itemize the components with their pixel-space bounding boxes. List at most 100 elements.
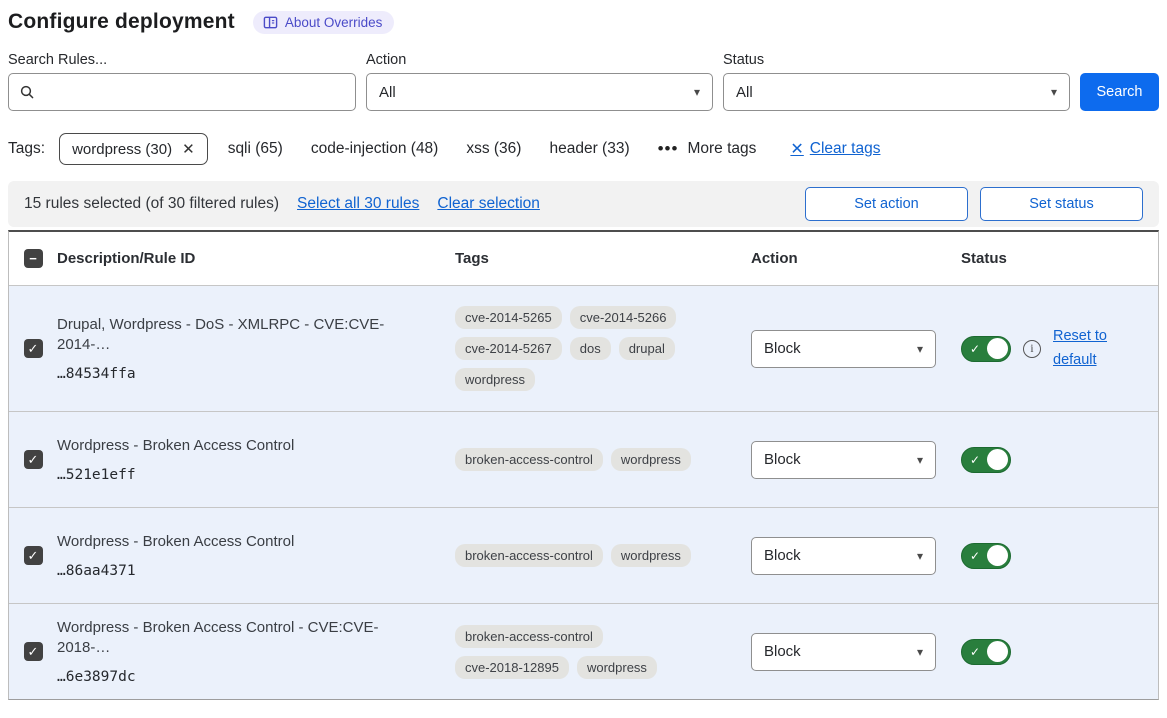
chevron-down-icon: ▾ [1050, 85, 1057, 99]
tag-badge: drupal [618, 337, 675, 360]
rule-tags: broken-access-control cve-2018-12895 wor… [455, 624, 705, 679]
set-action-button[interactable]: Set action [805, 187, 968, 221]
rule-id: …84534ffa [57, 366, 136, 382]
book-icon [263, 15, 278, 30]
selection-summary: 15 rules selected (of 30 filtered rules) [24, 195, 280, 212]
minus-icon: − [29, 251, 37, 266]
row-checkbox-cell: ✓ [9, 450, 57, 469]
tags-bar: Tags: wordpress (30) ✕ sqli (65) code-in… [8, 133, 1159, 165]
about-overrides-label: About Overrides [284, 14, 383, 30]
rule-id: …521e1eff [57, 467, 136, 484]
rule-tags: broken-access-control wordpress [455, 448, 705, 471]
status-toggle[interactable]: ✓ [961, 335, 1011, 362]
rule-tags: broken-access-control wordpress [455, 544, 705, 567]
rule-action-cell: Block ▾ [751, 632, 961, 671]
tags-bar-label: Tags: [8, 140, 46, 157]
select-all-link[interactable]: Select all 30 rules [297, 195, 420, 212]
col-description: Description/Rule ID [57, 250, 196, 267]
status-filter-field: Status All ▾ [723, 52, 1070, 111]
status-toggle[interactable]: ✓ [961, 446, 1011, 473]
selected-tag-wordpress[interactable]: wordpress (30) ✕ [59, 133, 208, 165]
search-input[interactable] [43, 83, 345, 101]
toggle-knob [987, 641, 1008, 662]
rule-description: Wordpress - Broken Access Control - CVE:… [57, 619, 379, 656]
close-icon[interactable]: ✕ [182, 141, 195, 158]
tag-badge: wordpress [455, 368, 535, 391]
rule-status-cell: ✓ [961, 446, 1158, 473]
search-icon [19, 84, 35, 100]
status-toggle[interactable]: ✓ [961, 542, 1011, 569]
status-toggle[interactable]: ✓ [961, 638, 1011, 665]
search-label: Search Rules... [8, 52, 108, 68]
clear-selection-link[interactable]: Clear selection [437, 195, 540, 212]
search-button[interactable]: Search [1080, 73, 1159, 111]
action-filter-field: Action All ▾ [366, 52, 713, 111]
toggle-knob [987, 545, 1008, 566]
check-icon: ✓ [27, 451, 39, 467]
row-checkbox-cell: ✓ [9, 546, 57, 565]
check-icon: ✓ [970, 341, 981, 356]
tag-badge: cve-2014-5267 [455, 337, 562, 360]
chevron-down-icon: ▾ [916, 452, 923, 467]
row-checkbox[interactable]: ✓ [23, 339, 43, 358]
tag-filter-header[interactable]: header (33) [549, 140, 630, 157]
rule-status-cell: ✓ [961, 638, 1158, 665]
more-tags-label: More tags [687, 140, 757, 157]
more-tags-button[interactable]: ••• More tags [658, 139, 757, 159]
rule-action-value: Block [764, 547, 801, 564]
tag-filter-code-injection[interactable]: code-injection (48) [310, 140, 439, 157]
rule-description: Drupal, Wordpress - DoS - XMLRPC - CVE:C… [57, 316, 385, 353]
row-checkbox-cell: ✓ [9, 642, 57, 661]
tag-badge: cve-2014-5266 [569, 306, 677, 329]
rule-id: …6e3897dc [57, 669, 136, 685]
page-title: Configure deployment [8, 10, 235, 33]
table-row: ✓ Wordpress - Broken Access Control …521… [9, 411, 1158, 507]
row-checkbox[interactable]: ✓ [23, 450, 43, 469]
tag-filter-xss[interactable]: xss (36) [466, 140, 522, 157]
rule-action-select[interactable]: Block ▾ [751, 632, 936, 671]
info-icon[interactable]: i [1023, 339, 1041, 358]
rule-action-cell: Block ▾ [751, 440, 961, 479]
action-filter-select[interactable]: All ▾ [366, 73, 713, 111]
table-row: ✓ Wordpress - Broken Access Control - CV… [9, 603, 1158, 699]
rule-description-cell: Drupal, Wordpress - DoS - XMLRPC - CVE:C… [57, 315, 455, 382]
rule-description-cell: Wordpress - Broken Access Control - CVE:… [57, 618, 455, 685]
rule-description: Wordpress - Broken Access Control [57, 436, 295, 454]
toggle-knob [987, 449, 1008, 470]
row-checkbox[interactable]: ✓ [23, 546, 43, 565]
action-filter-label: Action [366, 52, 407, 68]
reset-to-default-link[interactable]: Reset to default [1053, 328, 1107, 368]
check-icon: ✓ [27, 547, 39, 563]
row-checkbox-cell: ✓ [9, 339, 57, 358]
set-status-button[interactable]: Set status [980, 187, 1143, 221]
rule-action-value: Block [764, 643, 801, 660]
clear-tags-link[interactable]: ✕ Clear tags [790, 139, 880, 159]
rule-description: Wordpress - Broken Access Control [57, 532, 295, 550]
status-filter-select[interactable]: All ▾ [723, 73, 1070, 111]
tag-badge: broken-access-control [455, 544, 603, 567]
table-row: ✓ Drupal, Wordpress - DoS - XMLRPC - CVE… [9, 285, 1158, 411]
row-checkbox[interactable]: ✓ [23, 642, 43, 661]
rule-action-cell: Block ▾ [751, 329, 961, 368]
check-icon: ✓ [970, 644, 981, 659]
tag-filter-sqli[interactable]: sqli (65) [227, 140, 283, 157]
tag-badge: broken-access-control [455, 448, 603, 471]
chevron-down-icon: ▾ [693, 85, 700, 99]
page-header: Configure deployment About Overrides [8, 10, 1159, 34]
bulk-action-buttons: Set action Set status [805, 187, 1143, 221]
table-row: ✓ Wordpress - Broken Access Control …86a… [9, 507, 1158, 603]
about-overrides-badge[interactable]: About Overrides [252, 10, 395, 34]
rule-action-select[interactable]: Block ▾ [751, 536, 936, 575]
rule-action-select[interactable]: Block ▾ [751, 440, 936, 479]
col-action: Action [751, 250, 798, 267]
status-filter-value: All [736, 83, 753, 101]
select-all-checkbox[interactable]: − [23, 249, 43, 268]
check-icon: ✓ [970, 548, 981, 563]
rule-action-select[interactable]: Block ▾ [751, 329, 936, 368]
configure-deployment-page: Configure deployment About Overrides Sea… [8, 10, 1159, 700]
tag-badge: wordpress [610, 448, 691, 471]
filter-bar: Search Rules... Action All ▾ Status All … [8, 52, 1159, 111]
tag-badge: cve-2018-12895 [455, 655, 569, 679]
toggle-knob [987, 338, 1008, 359]
chevron-down-icon: ▾ [916, 644, 923, 659]
